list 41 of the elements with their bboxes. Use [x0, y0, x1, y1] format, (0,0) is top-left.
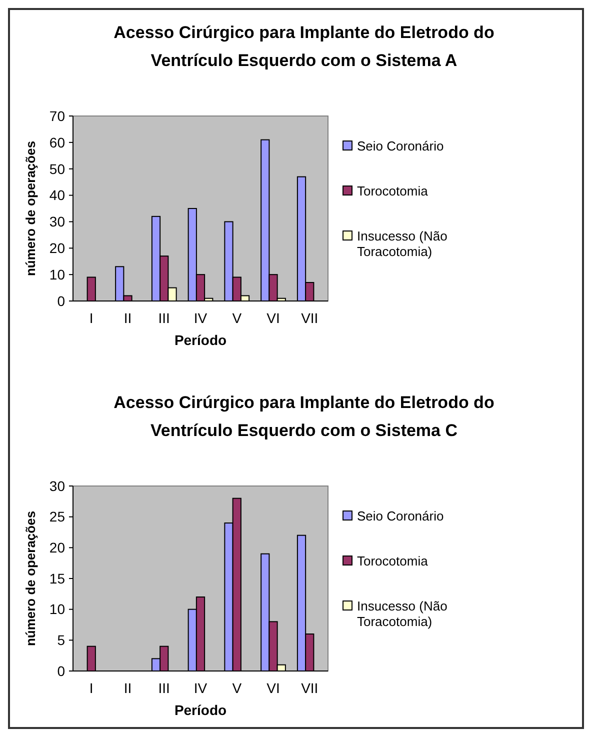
x-tick-label: VII	[301, 680, 318, 696]
x-tick-label: III	[158, 680, 170, 696]
y-axis-title: número de operações	[23, 140, 38, 276]
x-tick-label: V	[232, 310, 242, 326]
y-tick-label: 30	[49, 478, 66, 494]
y-tick-label: 0	[57, 662, 66, 679]
x-tick-label: VI	[266, 310, 280, 326]
legend-label: Seio Coronário	[357, 508, 444, 524]
x-tick-label: IV	[194, 310, 208, 326]
y-tick-label: 60	[49, 134, 66, 150]
x-tick-label: I	[89, 680, 94, 696]
chart-title: Acesso Cirúrgico para Implante do Eletrodo do Ventrículo Esquerdo com o Sistema C	[114, 393, 494, 440]
y-tick-label: 20	[49, 540, 66, 556]
x-tick-label: I	[89, 310, 94, 326]
chart-title: Acesso Cirúrgico para Implante do Eletrodo do Ventrículo Esquerdo com o Sistema A	[114, 23, 494, 70]
y-tick-label: 20	[49, 240, 66, 256]
x-tick-label: II	[124, 310, 132, 326]
legend-label: Torocotomia	[357, 554, 429, 569]
y-tick-label: 25	[49, 508, 66, 525]
legend-label: Torocotomia	[357, 184, 429, 199]
x-tick-label: IV	[194, 680, 208, 696]
y-tick-label: 70	[49, 108, 66, 124]
x-tick-label: V	[232, 680, 242, 696]
legend-label: Insucesso (Não Toracotomia)	[357, 598, 448, 630]
y-tick-label: 10	[49, 601, 66, 618]
x-tick-label: III	[158, 310, 170, 326]
y-tick-label: 0	[57, 292, 66, 309]
x-tick-label: II	[124, 680, 132, 696]
legend-label: Insucesso (Não Toracotomia)	[357, 228, 448, 260]
y-tick-label: 10	[49, 266, 66, 282]
x-axis-title: Período	[174, 702, 227, 718]
legend-label: Seio Coronário	[357, 138, 444, 154]
y-tick-label: 15	[49, 570, 66, 586]
x-tick-label: VII	[301, 310, 318, 326]
y-axis-title: número de operações	[23, 510, 38, 646]
y-tick-label: 50	[49, 160, 66, 177]
y-tick-label: 5	[57, 632, 66, 648]
y-tick-label: 30	[49, 214, 66, 230]
y-tick-label: 40	[49, 187, 66, 204]
x-tick-label: VI	[266, 680, 280, 696]
x-axis-title: Período	[174, 332, 227, 348]
